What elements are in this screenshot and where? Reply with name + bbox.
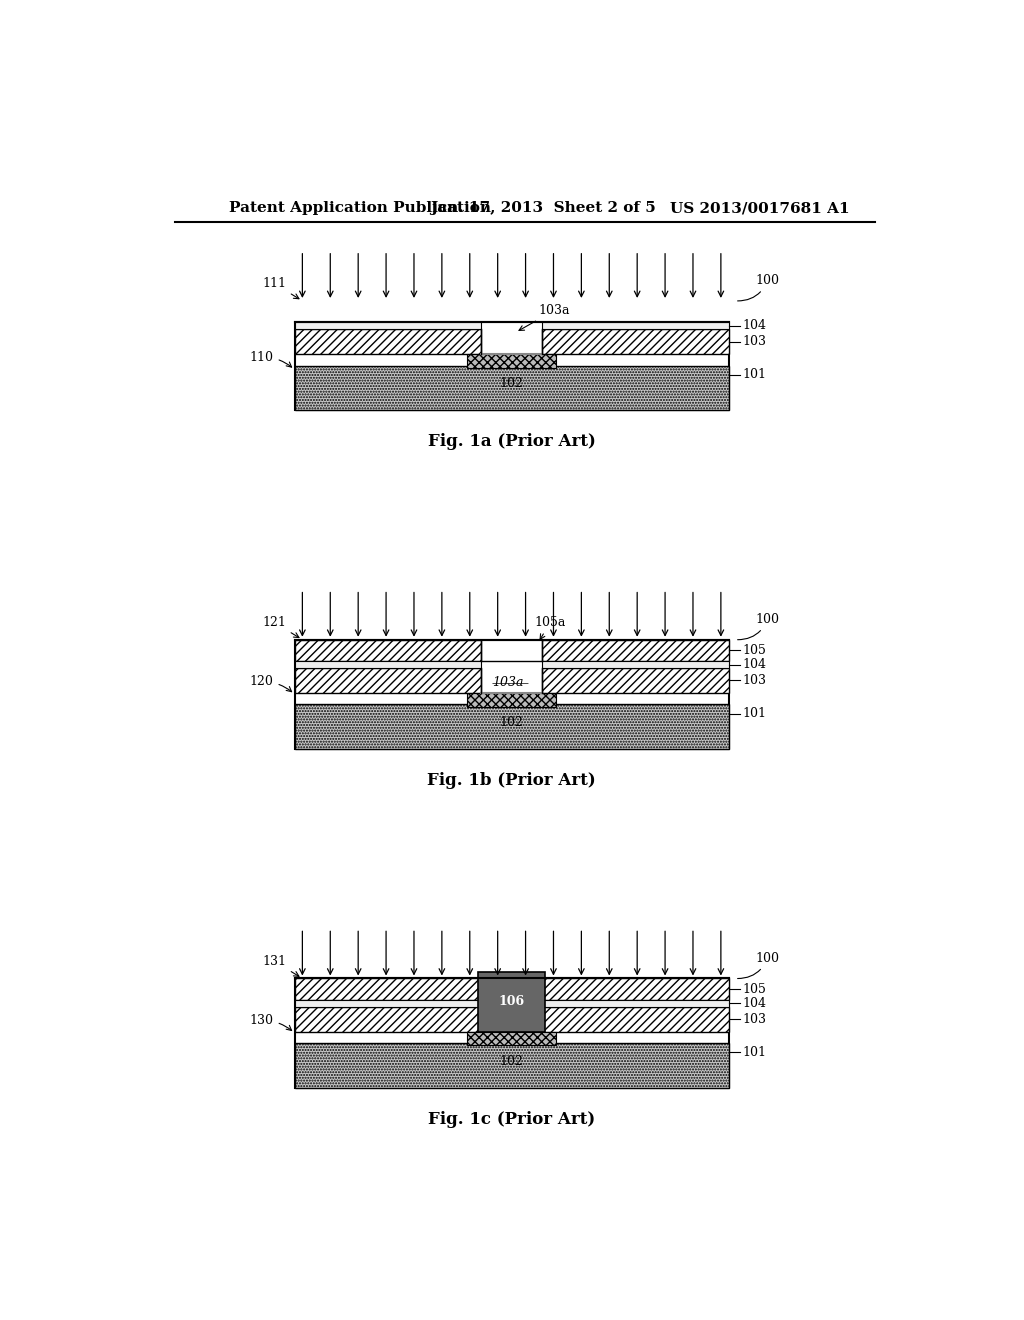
Bar xyxy=(295,640,729,748)
Text: 104: 104 xyxy=(742,659,767,671)
Bar xyxy=(295,1007,481,1032)
Bar xyxy=(467,693,556,706)
Text: Fig. 1b (Prior Art): Fig. 1b (Prior Art) xyxy=(427,772,596,789)
Text: 111: 111 xyxy=(262,277,299,298)
Text: 102: 102 xyxy=(500,378,523,391)
Text: Fig. 1a (Prior Art): Fig. 1a (Prior Art) xyxy=(428,433,596,450)
Text: 105: 105 xyxy=(742,982,766,995)
Bar xyxy=(295,705,729,748)
Text: US 2013/0017681 A1: US 2013/0017681 A1 xyxy=(671,202,850,215)
Bar xyxy=(542,330,729,354)
Bar xyxy=(295,978,481,1001)
Text: 120: 120 xyxy=(250,675,292,692)
Bar xyxy=(478,973,545,1032)
Text: 103a: 103a xyxy=(492,676,523,689)
Bar xyxy=(542,322,729,330)
Text: 104: 104 xyxy=(742,997,767,1010)
Text: 100: 100 xyxy=(737,612,779,640)
Text: 106: 106 xyxy=(499,995,524,1008)
Bar xyxy=(295,1043,729,1088)
Bar xyxy=(542,1007,729,1032)
Text: Jan. 17, 2013  Sheet 2 of 5: Jan. 17, 2013 Sheet 2 of 5 xyxy=(430,202,656,215)
Text: Patent Application Publication: Patent Application Publication xyxy=(228,202,490,215)
Bar xyxy=(295,668,481,693)
Text: 101: 101 xyxy=(742,368,767,381)
Text: 103: 103 xyxy=(742,675,767,686)
Text: 104: 104 xyxy=(742,319,767,333)
Bar xyxy=(467,1032,556,1045)
Text: 102: 102 xyxy=(500,1055,523,1068)
Bar xyxy=(295,366,729,411)
Bar xyxy=(295,322,729,411)
Bar xyxy=(542,1001,729,1007)
Text: 131: 131 xyxy=(262,954,299,977)
Bar xyxy=(542,640,729,661)
Bar xyxy=(542,978,729,1001)
Text: 105a: 105a xyxy=(535,616,566,639)
Text: 101: 101 xyxy=(742,708,767,721)
Bar xyxy=(295,322,481,330)
Bar xyxy=(295,330,481,354)
Text: 100: 100 xyxy=(737,952,779,978)
Bar xyxy=(542,661,729,668)
Text: 100: 100 xyxy=(737,275,779,301)
Text: 103: 103 xyxy=(742,335,767,348)
Text: 110: 110 xyxy=(250,351,292,367)
Text: 105: 105 xyxy=(742,644,766,657)
Bar xyxy=(295,640,481,661)
Bar xyxy=(295,1001,481,1007)
Text: 102: 102 xyxy=(500,715,523,729)
Text: 121: 121 xyxy=(262,616,299,638)
Text: 103: 103 xyxy=(742,1012,767,1026)
Bar xyxy=(295,978,729,1088)
Text: 130: 130 xyxy=(250,1014,292,1031)
Bar xyxy=(467,354,556,368)
Text: 103a: 103a xyxy=(519,304,570,330)
Bar xyxy=(542,668,729,693)
Text: Fig. 1c (Prior Art): Fig. 1c (Prior Art) xyxy=(428,1111,595,1127)
Text: 101: 101 xyxy=(742,1045,767,1059)
Bar xyxy=(295,661,481,668)
